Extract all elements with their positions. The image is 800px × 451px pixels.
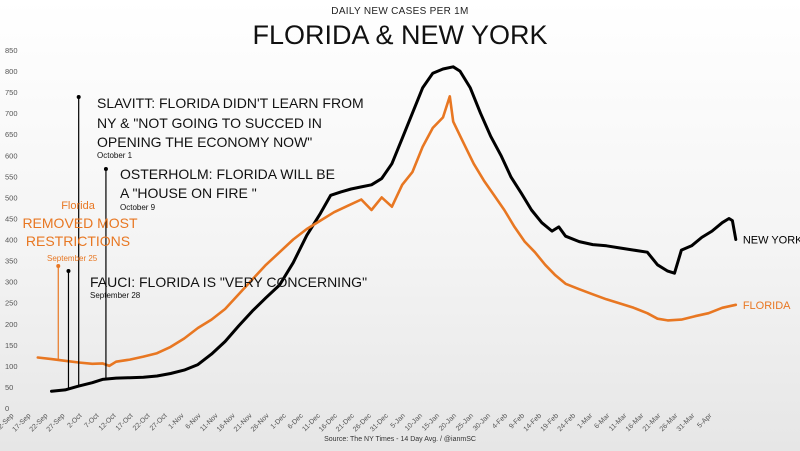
annotation-marker bbox=[56, 264, 61, 268]
y-tick-label: 750 bbox=[5, 88, 18, 97]
series-line-florida bbox=[36, 95, 738, 368]
y-tick-label: 100 bbox=[5, 362, 18, 371]
annotation-date: October 9 bbox=[120, 203, 156, 212]
y-tick-label: 350 bbox=[5, 257, 18, 266]
y-tick-label: 500 bbox=[5, 193, 18, 202]
annotation-date: October 1 bbox=[97, 151, 133, 160]
chart-subtitle: DAILY NEW CASES PER 1M bbox=[331, 6, 469, 17]
annotation-text: A "HOUSE ON FIRE " bbox=[120, 185, 257, 201]
source-note: Source: The NY Times - 14 Day Avg. / @ia… bbox=[324, 436, 476, 443]
annotation-text: OPENING THE ECONOMY NOW" bbox=[97, 134, 312, 150]
x-tick-label: 22-Oct bbox=[132, 412, 152, 432]
annotation-marker bbox=[66, 269, 71, 273]
annotation-text: FAUCI: FLORIDA IS "VERY CONCERNING" bbox=[90, 274, 367, 290]
x-tick-label: 25-Jan bbox=[455, 412, 475, 432]
annotation-marker bbox=[76, 95, 81, 99]
y-tick-label: 800 bbox=[5, 67, 18, 76]
x-tick-label: 27-Oct bbox=[149, 412, 169, 432]
x-tick-label: 10-Jan bbox=[404, 412, 424, 432]
y-tick-label: 600 bbox=[5, 151, 18, 160]
x-tick-label: 24-Feb bbox=[557, 412, 578, 433]
x-tick-label: 31-Dec bbox=[369, 412, 390, 433]
x-tick-label: 1-Dec bbox=[270, 412, 289, 431]
chart-title: FLORIDA & NEW YORK bbox=[252, 20, 548, 50]
x-tick-label: 26-Nov bbox=[250, 412, 271, 433]
x-tick-label: 27-Sep bbox=[46, 412, 67, 433]
x-tick-label: 4-Feb bbox=[491, 412, 509, 430]
y-tick-label: 850 bbox=[5, 46, 18, 55]
y-tick-label: 550 bbox=[5, 172, 18, 181]
x-tick-label: 15-Jan bbox=[421, 412, 441, 432]
y-tick-label: 250 bbox=[5, 299, 18, 308]
annotation-text: SLAVITT: FLORIDA DIDN'T LEARN FROM bbox=[97, 95, 364, 111]
x-tick-label: 1-Nov bbox=[167, 412, 186, 431]
annotation-marker bbox=[103, 167, 108, 171]
y-tick-label: 700 bbox=[5, 109, 18, 118]
y-tick-label: 200 bbox=[5, 320, 18, 329]
x-tick-label: 12-Oct bbox=[98, 412, 118, 432]
x-tick-label: 30-Jan bbox=[472, 412, 492, 432]
x-tick-label: 31-Mar bbox=[676, 412, 697, 433]
x-tick-label: 20-Jan bbox=[438, 412, 458, 432]
y-tick-label: 50 bbox=[5, 383, 13, 392]
annotation-date: September 25 bbox=[47, 254, 98, 263]
x-tick-label: 2-Oct bbox=[66, 412, 83, 429]
annotation-text: OSTERHOLM: FLORIDA WILL BE bbox=[120, 166, 335, 182]
series-line-new-york bbox=[50, 65, 738, 393]
x-tick-label: 1-Mar bbox=[576, 412, 594, 430]
series-end-label: FLORIDA bbox=[743, 300, 791, 312]
y-tick-label: 0 bbox=[5, 404, 9, 413]
y-tick-label: 650 bbox=[5, 130, 18, 139]
annotation-label: Florida bbox=[61, 200, 96, 212]
y-tick-label: 150 bbox=[5, 341, 18, 350]
y-tick-label: 300 bbox=[5, 278, 18, 287]
annotation-text: RESTRICTIONS bbox=[26, 233, 130, 249]
annotation-date: September 28 bbox=[90, 291, 141, 300]
x-tick-label: 17-Oct bbox=[115, 412, 135, 432]
annotation-text: NY & "NOT GOING TO SUCCED IN bbox=[97, 115, 322, 131]
y-tick-label: 450 bbox=[5, 214, 18, 223]
series-end-label: NEW YORK bbox=[743, 235, 800, 247]
x-tick-label: 5-Apr bbox=[696, 412, 714, 430]
y-tick-label: 400 bbox=[5, 236, 18, 245]
annotation-text: REMOVED MOST bbox=[22, 215, 138, 231]
